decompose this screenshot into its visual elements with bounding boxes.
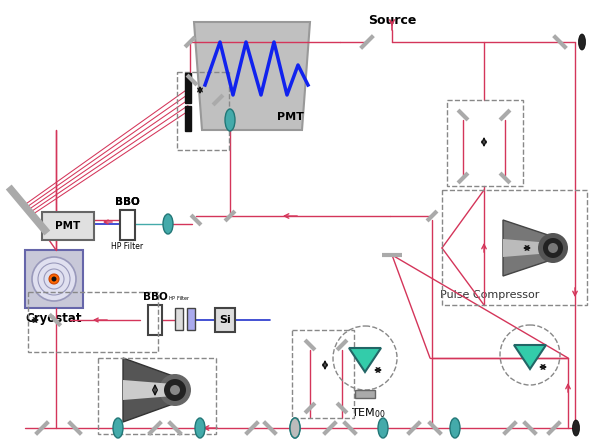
Bar	[148, 305, 162, 335]
Circle shape	[52, 276, 56, 282]
Ellipse shape	[195, 418, 205, 438]
Bar	[98, 358, 216, 434]
Ellipse shape	[113, 418, 123, 438]
Polygon shape	[503, 220, 551, 276]
Ellipse shape	[290, 418, 300, 438]
Text: $_{\mathsf{HP\ Filter}}$: $_{\mathsf{HP\ Filter}}$	[168, 295, 191, 303]
Bar	[292, 330, 354, 418]
Text: BBO: BBO	[143, 292, 167, 302]
Text: BBO: BBO	[115, 197, 139, 207]
Text: BBO: BBO	[115, 197, 139, 207]
Text: HP Filter: HP Filter	[111, 242, 143, 251]
Bar	[42, 212, 94, 240]
Circle shape	[170, 385, 180, 395]
Bar	[25, 250, 83, 308]
Ellipse shape	[572, 420, 580, 436]
Bar	[185, 105, 191, 130]
Circle shape	[543, 238, 563, 258]
Ellipse shape	[378, 418, 388, 438]
Ellipse shape	[578, 34, 586, 50]
Polygon shape	[123, 358, 173, 422]
Bar	[28, 292, 158, 352]
Bar	[442, 190, 587, 305]
Circle shape	[548, 243, 558, 253]
Text: Pulse Compressor: Pulse Compressor	[440, 290, 539, 300]
Polygon shape	[514, 345, 546, 369]
Polygon shape	[123, 380, 173, 400]
Text: TEM$_{00}$: TEM$_{00}$	[350, 406, 385, 420]
Polygon shape	[503, 239, 551, 257]
Bar	[215, 308, 235, 332]
Bar	[187, 308, 195, 330]
Bar	[355, 390, 375, 398]
Circle shape	[49, 274, 59, 284]
Circle shape	[32, 257, 76, 301]
Circle shape	[164, 379, 186, 401]
Ellipse shape	[163, 214, 173, 234]
Bar	[185, 73, 191, 103]
Text: Si: Si	[219, 315, 231, 325]
Text: Cryostat: Cryostat	[26, 312, 82, 325]
Bar	[175, 308, 183, 330]
Circle shape	[159, 374, 191, 406]
Text: PMT: PMT	[55, 221, 80, 231]
Bar	[177, 72, 229, 150]
Ellipse shape	[290, 418, 300, 438]
Polygon shape	[349, 348, 381, 372]
Bar	[447, 100, 523, 186]
Polygon shape	[194, 22, 310, 130]
Bar	[120, 210, 135, 240]
Text: PMT: PMT	[277, 112, 304, 122]
Text: Source: Source	[368, 14, 416, 27]
Ellipse shape	[225, 109, 235, 131]
Circle shape	[538, 233, 568, 263]
Ellipse shape	[450, 418, 460, 438]
